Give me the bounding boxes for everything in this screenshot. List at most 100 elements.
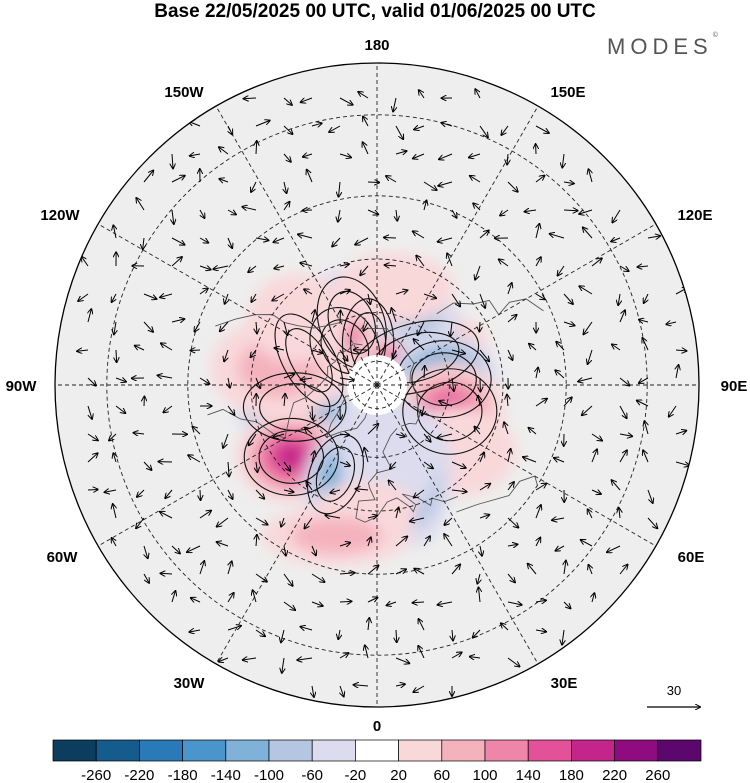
wind-vector [452,377,454,391]
wind-vector [356,489,369,490]
wind-vector [228,461,229,476]
wind-vector [195,321,201,332]
wind-vector [395,290,407,294]
wind-vector [395,569,406,575]
wind-vector [303,154,313,157]
wind-vector [158,375,173,378]
wind-vector [589,169,593,183]
wind-vector [163,405,173,412]
wind-vector [507,395,508,407]
wind-vector [306,482,313,491]
wind-vector [272,293,285,301]
wind-vector [87,405,92,419]
wind-vector [365,645,368,659]
wind-vector [556,342,565,351]
lon-label-90w: 90W [6,378,38,395]
wind-vector [225,293,228,304]
wind-vector [423,461,433,468]
wind-vector [414,339,425,351]
wind-vector [563,210,578,211]
wind-vector [160,294,173,297]
wind-vector [451,293,460,306]
wind-vector [220,321,229,331]
wind-vector [87,490,98,491]
wind-vector [395,537,407,547]
meridian-line [215,384,378,665]
wind-vector [619,508,620,519]
wind-vector [475,265,481,280]
wind-vector [304,289,313,294]
wind-vector [283,97,292,105]
wind-vector [187,545,201,552]
wind-vector [501,125,509,135]
wind-vector [256,377,260,388]
wind-vector [507,349,513,360]
wind-vector [137,489,145,497]
wind-vector [478,396,480,407]
wind-vector [644,421,648,435]
wind-vector [647,517,657,528]
colorbar-swatch [441,739,486,762]
wind-vector [419,90,425,99]
wind-vector [507,315,517,323]
wind-vector [619,310,625,323]
wind-vector [143,293,157,299]
wind-vector [588,509,592,519]
wind-vector [135,346,145,350]
anomaly-blob [276,444,307,470]
wind-vector [217,517,229,527]
map-title: Base 22/05/2025 00 UTC, valid 01/06/2025… [154,1,596,22]
wind-vector [612,344,621,351]
wind-vector [360,265,369,275]
wind-vector [469,154,481,158]
wind-vector [283,153,291,162]
wind-vector [581,540,593,547]
wind-vector [501,623,509,631]
wind-vector [199,266,211,270]
wind-vector [307,170,313,183]
wind-vector [507,482,514,491]
wind-vector [255,573,267,582]
wind-vector [390,461,397,469]
wind-vector [535,399,547,407]
colorbar-swatch [311,739,356,762]
wind-vector [312,451,315,463]
wind-vector [325,515,341,518]
wind-vector [592,593,594,603]
wind-vector [612,209,621,222]
wind-vector [144,545,148,558]
wind-vector [563,398,572,407]
wind-vector [275,348,285,350]
colorbar-label: 220 [602,767,627,783]
wind-vector [143,573,149,583]
wind-vector [339,290,350,294]
wind-vector [643,338,649,351]
colorbar-label: 20 [390,767,407,783]
wind-vector [113,504,116,519]
wind-vector [499,259,509,267]
wind-vector [199,377,209,384]
wind-vector [589,565,593,575]
wind-vector [444,534,453,547]
wind-vector [669,405,677,417]
meridian-line [376,105,539,386]
wind-vector [358,92,369,99]
wind-vector [473,629,481,638]
wind-vector [418,646,425,659]
wind-vector [105,490,117,492]
wind-vector [329,125,341,132]
colorbar: -260 -220 -180 -140 -100 -60 -20 20 60 100 140 180 2… [52,739,702,783]
wind-vector [87,377,96,386]
wind-vector [591,449,597,463]
wind-vector [193,427,201,435]
wind-vector [251,293,256,302]
wind-vector [639,320,649,322]
wind-vector [385,265,397,266]
wind-vector [340,311,341,323]
wind-vector [479,125,488,137]
lon-label-90e: 90E [721,378,748,395]
wind-vector [479,231,489,239]
wind-vector [88,309,91,323]
wind-vector [355,237,369,245]
wind-vector [588,349,593,364]
